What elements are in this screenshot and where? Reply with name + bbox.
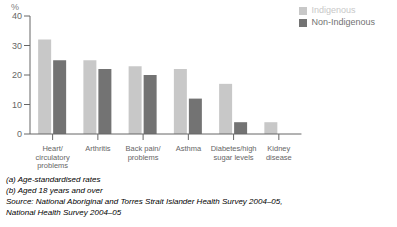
svg-text:Asthma: Asthma <box>176 144 202 153</box>
html-text:National Health Survey 2004–05: National Health Survey 2004–05 <box>6 208 122 217</box>
svg-text:0: 0 <box>17 129 22 139</box>
svg-text:Kidneydisease: Kidneydisease <box>266 144 292 162</box>
svg-text:%: % <box>11 2 19 12</box>
svg-text:30: 30 <box>12 41 22 51</box>
svg-text:40: 40 <box>12 11 22 21</box>
html-text:Non-Indigenous: Non-Indigenous <box>311 17 375 27</box>
svg-text:Back pain/problems: Back pain/problems <box>126 144 162 162</box>
svg-text:Arthritis: Arthritis <box>85 144 111 153</box>
html-text:(a) Age-standardised rates: (a) Age-standardised rates <box>6 175 101 184</box>
html-text:Indigenous: Indigenous <box>311 5 356 15</box>
svg-text:20: 20 <box>12 70 22 80</box>
html-text:Source: National Aboriginal an: Source: National Aboriginal and Torres S… <box>6 197 283 206</box>
svg-text:Diabetes/highsugar levels: Diabetes/highsugar levels <box>211 144 257 162</box>
html-text:(b) Aged 18 years and over: (b) Aged 18 years and over <box>6 186 103 195</box>
svg-text:Heart/circulatoryproblems: Heart/circulatoryproblems <box>36 144 70 170</box>
svg-text:10: 10 <box>12 100 22 110</box>
